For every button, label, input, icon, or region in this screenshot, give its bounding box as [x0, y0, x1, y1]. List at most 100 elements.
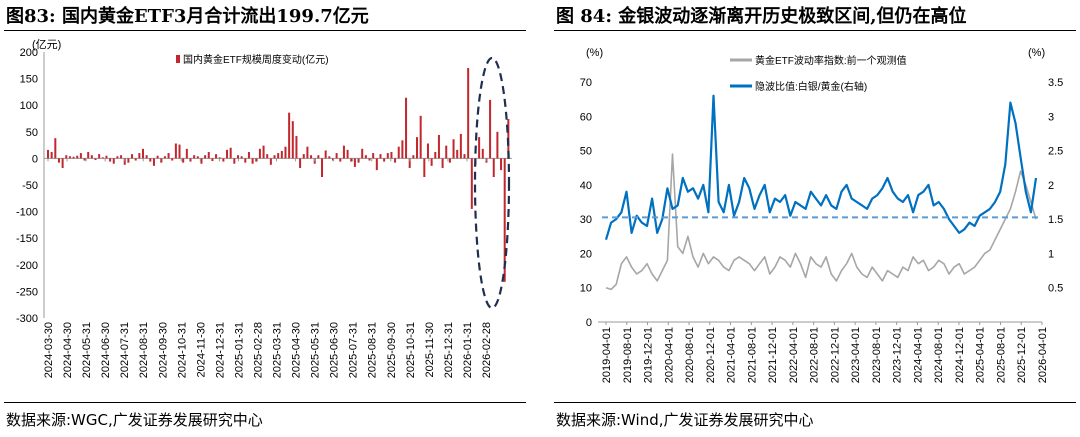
bar [211, 158, 214, 162]
bar [306, 146, 309, 159]
bar [496, 131, 499, 159]
bar [317, 155, 320, 159]
y-right-tick-label: 2 [1048, 180, 1054, 192]
bar [127, 158, 130, 163]
x-tick-label: 2025-03-31 [272, 322, 284, 378]
x-tick-label: 2026-02-28 [481, 322, 493, 378]
bar [193, 155, 196, 159]
bar [236, 155, 239, 159]
bar [269, 158, 272, 165]
y-tick-label: 50 [26, 127, 38, 139]
bar [105, 155, 108, 159]
bar [149, 158, 152, 162]
x-tick-label: 2019-08-01 [622, 327, 634, 383]
x-tick-label: 2020-08-01 [684, 327, 696, 383]
bar [503, 158, 506, 282]
bar [171, 158, 174, 161]
bar [109, 158, 112, 162]
bar [167, 153, 170, 159]
bar [470, 158, 473, 209]
bar [291, 121, 294, 159]
x-tick-label: 2025-07-31 [348, 322, 360, 378]
legend-label-1: 黄金ETF波动率指数:前一个观测值 [755, 54, 907, 67]
bar [346, 149, 349, 159]
bar [178, 144, 181, 159]
bar [405, 97, 408, 159]
bar [141, 148, 145, 159]
left-panel: 图83: 国内黄金ETF3月合计流出199.7亿元 (亿元) 国内黄金ETF规模周… [0, 0, 530, 437]
x-tick-label: 2024-12-01 [954, 327, 966, 383]
bar [262, 145, 265, 159]
x-tick-label: 2026-04-01 [1037, 327, 1049, 383]
bar [226, 149, 229, 159]
bar [489, 99, 492, 159]
bar [375, 158, 378, 171]
bar [448, 158, 451, 163]
bar [189, 158, 192, 162]
bar [434, 152, 437, 159]
bar [328, 156, 331, 159]
x-tick-label: 2025-04-01 [975, 327, 987, 383]
y-left-tick-label: 40 [580, 180, 592, 192]
x-tick-label: 2025-10-31 [405, 322, 417, 378]
bar [500, 158, 503, 171]
bar [390, 152, 393, 159]
bar [452, 139, 455, 159]
x-tick-label: 2020-12-01 [705, 327, 717, 383]
bar [160, 158, 163, 163]
x-tick-label: 2024-11-30 [195, 322, 207, 377]
right-chart-title: 图 84: 金银波动逐渐离开历史极致区间,但仍在高位 [556, 6, 967, 27]
y-tick-label: 150 [20, 74, 38, 86]
bar [280, 150, 283, 159]
y-right-tick-label: 1.5 [1048, 214, 1063, 226]
right-source-note: 数据来源:Wind,广发证券发展研究中心 [556, 411, 814, 429]
bar [229, 147, 232, 159]
bar [47, 149, 50, 159]
bar [361, 148, 364, 159]
x-tick-label: 2024-04-30 [62, 322, 74, 378]
y-right-tick-label: 1 [1048, 248, 1054, 260]
y-left-tick-label: 20 [580, 248, 592, 260]
bar [426, 143, 429, 159]
bar [204, 155, 207, 159]
right-unit-label: (%) [1028, 47, 1045, 59]
bar [445, 145, 448, 159]
bar [79, 153, 82, 159]
highlight-ellipse [473, 56, 511, 310]
bar [185, 148, 188, 159]
right-line-chart: (%) (%) 70 60 50 40 30 20 10 0 3.5 3 2.5 2 1.5 1 0.5 2019… [580, 47, 1064, 383]
bar [423, 158, 426, 178]
bar [302, 154, 305, 159]
bar [441, 158, 444, 168]
x-tick-label: 2024-08-01 [933, 327, 945, 383]
x-tick-label: 2024-04-01 [912, 327, 924, 383]
series-line-1 [605, 153, 1037, 291]
bar [394, 158, 397, 163]
x-tick-label: 2019-04-01 [601, 327, 613, 383]
series-line-2 [604, 94, 1038, 241]
bar [277, 153, 280, 159]
bar [251, 158, 254, 164]
bar [156, 155, 159, 159]
x-tick-label: 2023-12-01 [892, 327, 904, 383]
bar [112, 158, 115, 164]
bar [386, 153, 389, 159]
bar [83, 158, 86, 161]
bar [342, 145, 345, 159]
bar [288, 112, 291, 159]
x-tick-label: 2024-06-30 [100, 322, 112, 378]
y-tick-label: 200 [20, 47, 38, 59]
left-source-rule [4, 402, 526, 403]
bar [163, 156, 166, 159]
bar [57, 158, 60, 163]
right-source-rule [554, 402, 1076, 403]
y-tick-label: -300 [16, 313, 38, 325]
bar [467, 67, 470, 159]
y-right-tick-label: 2.5 [1048, 146, 1063, 158]
y-right-tick-label: 0.5 [1048, 283, 1063, 295]
bar [54, 138, 57, 159]
legend-label: 国内黄金ETF规模周度变动(亿元) [183, 53, 329, 66]
bar [123, 158, 126, 165]
y-right-tick-label: 3.5 [1048, 77, 1063, 89]
x-tick-label: 2025-09-30 [386, 322, 398, 378]
